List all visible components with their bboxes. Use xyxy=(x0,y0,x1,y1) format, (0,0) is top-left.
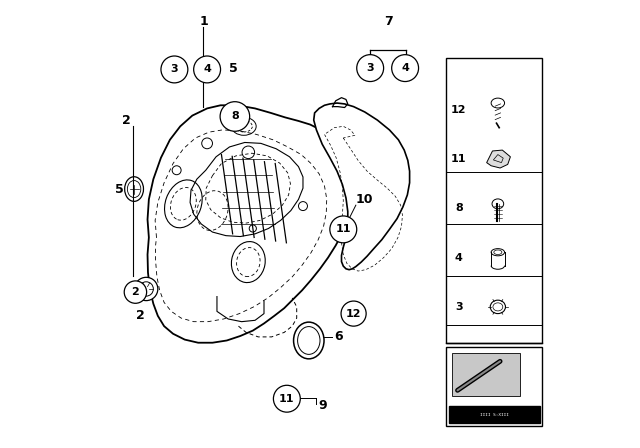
Bar xyxy=(452,353,520,396)
Ellipse shape xyxy=(294,322,324,359)
Text: 11: 11 xyxy=(451,154,467,164)
Text: 3: 3 xyxy=(171,65,178,74)
Bar xyxy=(446,347,541,426)
Ellipse shape xyxy=(491,249,504,256)
Text: 12: 12 xyxy=(451,105,467,115)
Circle shape xyxy=(134,277,158,301)
Text: 8: 8 xyxy=(455,203,463,213)
Circle shape xyxy=(220,102,250,131)
Text: IIII S:XIII: IIII S:XIII xyxy=(479,413,509,417)
Circle shape xyxy=(356,55,383,82)
Text: 6: 6 xyxy=(334,330,343,344)
Ellipse shape xyxy=(491,98,504,108)
Text: 11: 11 xyxy=(335,224,351,234)
Text: 5: 5 xyxy=(115,182,124,196)
Polygon shape xyxy=(314,103,410,270)
Ellipse shape xyxy=(125,177,143,202)
Circle shape xyxy=(273,385,300,412)
Text: 2: 2 xyxy=(122,114,131,128)
Bar xyxy=(449,406,540,423)
Text: 11: 11 xyxy=(279,394,294,404)
Text: 4: 4 xyxy=(401,63,409,73)
Polygon shape xyxy=(148,105,353,343)
Ellipse shape xyxy=(492,199,504,209)
Circle shape xyxy=(341,301,366,326)
Polygon shape xyxy=(486,150,511,168)
Circle shape xyxy=(124,281,147,303)
Circle shape xyxy=(392,55,419,82)
Text: 2: 2 xyxy=(132,287,140,297)
Text: 3: 3 xyxy=(455,302,463,312)
Circle shape xyxy=(280,389,298,407)
Text: 5: 5 xyxy=(228,61,237,75)
Text: 3: 3 xyxy=(366,63,374,73)
Text: 4: 4 xyxy=(455,253,463,263)
Bar xyxy=(446,58,541,343)
Text: 9: 9 xyxy=(319,399,327,413)
Circle shape xyxy=(330,216,356,243)
Text: 1: 1 xyxy=(199,15,208,28)
Circle shape xyxy=(194,56,221,83)
Text: 8: 8 xyxy=(231,112,239,121)
Ellipse shape xyxy=(490,300,506,314)
Circle shape xyxy=(161,56,188,83)
Text: 7: 7 xyxy=(384,15,392,28)
Text: 12: 12 xyxy=(346,309,362,319)
Text: 10: 10 xyxy=(355,193,372,206)
Text: 4: 4 xyxy=(203,65,211,74)
Text: 2: 2 xyxy=(136,309,144,323)
